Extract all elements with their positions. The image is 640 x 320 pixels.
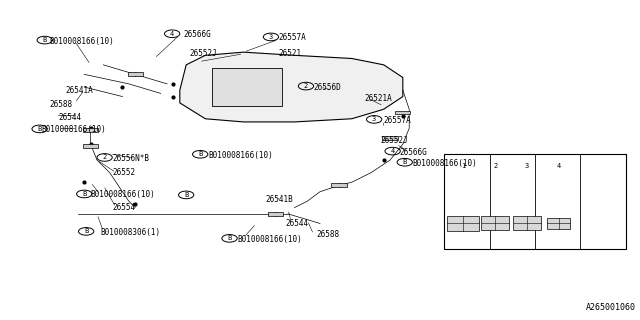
Text: 26544: 26544 bbox=[59, 113, 82, 122]
Text: 26541A: 26541A bbox=[65, 86, 93, 95]
Bar bbox=[447, 215, 479, 231]
Text: B: B bbox=[43, 37, 47, 43]
Text: B010008166(10): B010008166(10) bbox=[49, 36, 114, 45]
Text: 26566G: 26566G bbox=[399, 148, 428, 156]
Bar bbox=[332, 183, 347, 187]
Text: 26521A: 26521A bbox=[365, 94, 392, 103]
Bar bbox=[83, 144, 99, 148]
Text: 26541B: 26541B bbox=[266, 195, 294, 204]
Bar bbox=[83, 128, 99, 132]
Text: 26552: 26552 bbox=[113, 168, 136, 177]
Text: 4: 4 bbox=[170, 31, 174, 37]
Text: B010008166(10): B010008166(10) bbox=[209, 151, 273, 160]
Text: 2: 2 bbox=[102, 155, 107, 160]
Text: B: B bbox=[84, 228, 88, 234]
Bar bbox=[395, 110, 410, 114]
Text: 2: 2 bbox=[304, 83, 308, 89]
Text: 26557A: 26557A bbox=[384, 116, 412, 125]
PathPatch shape bbox=[180, 52, 403, 122]
Text: 26557A: 26557A bbox=[278, 33, 307, 42]
Text: B: B bbox=[403, 159, 407, 165]
FancyBboxPatch shape bbox=[444, 154, 626, 249]
Text: B010008166(10): B010008166(10) bbox=[237, 235, 302, 244]
Bar bbox=[268, 212, 283, 216]
Text: 26556D: 26556D bbox=[314, 83, 341, 92]
Bar bbox=[481, 216, 509, 230]
Text: 4: 4 bbox=[557, 163, 561, 169]
Text: A265001060: A265001060 bbox=[586, 303, 636, 312]
Text: B: B bbox=[227, 235, 232, 241]
Text: 26566G: 26566G bbox=[183, 30, 211, 39]
Text: 26552J: 26552J bbox=[189, 49, 217, 58]
Text: B010008166(10): B010008166(10) bbox=[91, 190, 156, 199]
Text: B: B bbox=[38, 126, 42, 132]
Text: 26556N*B: 26556N*B bbox=[113, 154, 150, 163]
Text: B: B bbox=[82, 191, 86, 197]
Text: B: B bbox=[184, 192, 188, 198]
Bar bbox=[127, 72, 143, 76]
Text: 1: 1 bbox=[461, 163, 465, 169]
Text: 3: 3 bbox=[372, 116, 376, 122]
Text: 26544: 26544 bbox=[285, 219, 308, 228]
Text: 26521: 26521 bbox=[278, 49, 301, 58]
Text: 3: 3 bbox=[269, 34, 273, 40]
Text: B: B bbox=[198, 151, 202, 157]
Text: 4: 4 bbox=[390, 148, 395, 154]
Text: B010008166(10): B010008166(10) bbox=[42, 125, 106, 134]
Text: 26554: 26554 bbox=[113, 203, 136, 212]
Text: 3: 3 bbox=[525, 163, 529, 169]
Bar bbox=[383, 136, 397, 140]
Text: B010008166(10): B010008166(10) bbox=[412, 159, 477, 168]
Text: B010008306(1): B010008306(1) bbox=[100, 228, 160, 237]
Bar bbox=[513, 216, 541, 230]
PathPatch shape bbox=[212, 68, 282, 106]
Bar bbox=[547, 218, 570, 229]
Text: 26588: 26588 bbox=[49, 100, 72, 109]
Text: 2: 2 bbox=[493, 163, 497, 169]
Text: 26552J: 26552J bbox=[381, 136, 408, 146]
Text: 26588: 26588 bbox=[317, 230, 340, 239]
